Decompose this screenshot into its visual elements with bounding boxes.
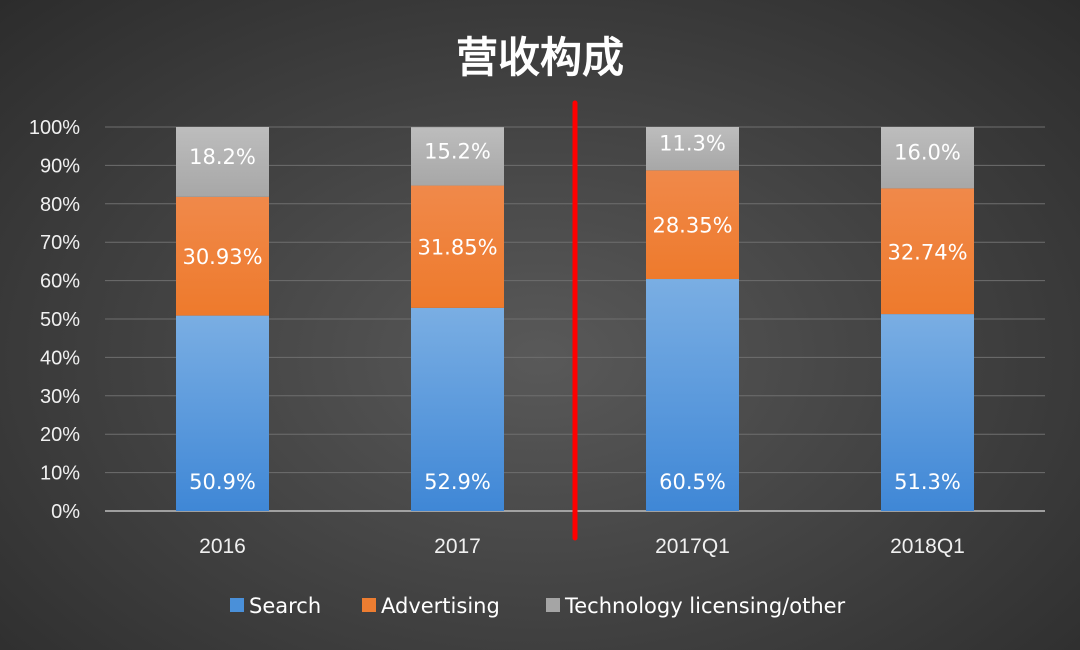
bar-search-2018Q1: [881, 314, 974, 511]
data-label: 11.3%: [659, 132, 726, 156]
legend-label: Search: [249, 594, 321, 618]
y-tick-label: 80%: [40, 194, 80, 216]
y-tick-label: 60%: [40, 271, 80, 293]
y-tick-label: 0%: [51, 501, 80, 523]
legend-label: Technology licensing/other: [564, 594, 846, 618]
data-label: 31.85%: [417, 236, 497, 260]
x-tick-label: 2018Q1: [890, 535, 965, 558]
x-tick-label: 2017: [434, 535, 481, 558]
bar-technology-2017: [411, 127, 504, 186]
bar-technology-2017Q1: [646, 127, 739, 171]
bars: 50.9% 30.93% 18.2% 52.9% 31.85% 15.2% 60.5% 28.…: [176, 127, 974, 511]
data-label: 18.2%: [189, 145, 256, 169]
data-label: 28.35%: [652, 214, 732, 238]
data-label: 30.93%: [182, 245, 262, 269]
legend-swatch: [546, 598, 560, 612]
legend: Search Advertising Technology licensing/ot…: [230, 594, 846, 618]
y-tick-label: 30%: [40, 386, 80, 408]
data-label: 16.0%: [894, 141, 961, 165]
legend-swatch: [362, 598, 376, 612]
x-tick-label: 2016: [199, 535, 246, 558]
y-tick-label: 70%: [40, 232, 80, 254]
bar-advertising-2017: [411, 185, 504, 308]
bar-search-2017: [411, 307, 504, 511]
data-label: 60.5%: [659, 470, 726, 494]
x-axis-ticks: 2016 2017 2017Q1 2018Q1: [199, 535, 965, 558]
data-label: 52.9%: [424, 470, 491, 494]
legend-swatch: [230, 598, 244, 612]
data-label: 32.74%: [887, 240, 967, 264]
bar-search-2016: [176, 315, 269, 511]
bar-advertising-2016: [176, 196, 269, 316]
y-tick-label: 90%: [40, 155, 80, 177]
data-label: 51.3%: [894, 470, 961, 494]
data-label: 50.9%: [189, 470, 256, 494]
legend-label: Advertising: [381, 594, 500, 618]
bar-technology-2016: [176, 127, 269, 197]
y-axis-ticks: 0% 10% 20% 30% 40% 50% 60% 70% 80% 90% 100%: [29, 117, 80, 523]
x-tick-label: 2017Q1: [655, 535, 730, 558]
bar-advertising-2017Q1: [646, 170, 739, 280]
y-tick-label: 40%: [40, 347, 80, 369]
bar-search-2017Q1: [646, 279, 739, 511]
y-tick-label: 50%: [40, 309, 80, 331]
y-tick-label: 100%: [29, 117, 80, 139]
bar-technology-2018Q1: [881, 127, 974, 189]
bar-advertising-2018Q1: [881, 188, 974, 315]
chart-title: 营收构成: [456, 33, 624, 82]
y-tick-label: 10%: [40, 463, 80, 485]
y-tick-label: 20%: [40, 424, 80, 446]
data-label: 15.2%: [424, 139, 491, 163]
